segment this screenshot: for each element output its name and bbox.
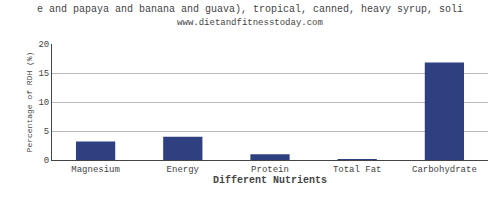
svg-text:e and papaya and banana and gu: e and papaya and banana and guava), trop… — [37, 4, 463, 28]
svg-text:Protein: Protein — [251, 165, 289, 175]
svg-text:Carbohydrate: Carbohydrate — [412, 165, 477, 175]
svg-text:20: 20 — [38, 40, 49, 50]
svg-text:5: 5 — [44, 127, 49, 137]
svg-text:Total Fat: Total Fat — [333, 165, 382, 175]
svg-text:15: 15 — [38, 69, 49, 79]
svg-text:Energy: Energy — [167, 165, 200, 175]
svg-text:0: 0 — [44, 156, 49, 166]
svg-text:Different Nutrients: Different Nutrients — [213, 175, 327, 186]
svg-text:10: 10 — [38, 98, 49, 108]
svg-text:Percentage of RDH (%): Percentage of RDH (%) — [25, 52, 34, 153]
svg-text:Magnesium: Magnesium — [71, 165, 120, 175]
